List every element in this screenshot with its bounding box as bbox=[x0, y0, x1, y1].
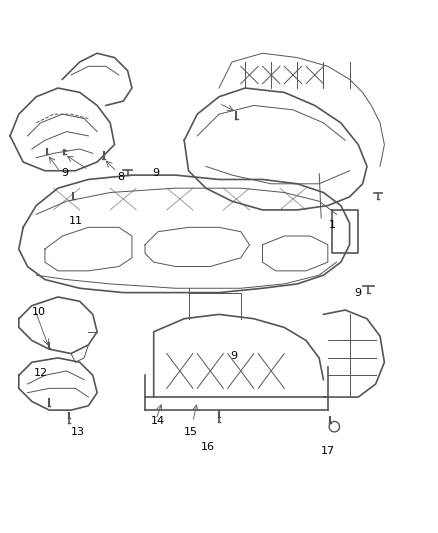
Text: 9: 9 bbox=[152, 168, 159, 178]
Text: 14: 14 bbox=[151, 416, 165, 426]
Text: 1: 1 bbox=[328, 220, 336, 230]
Text: 13: 13 bbox=[71, 427, 85, 437]
Text: 12: 12 bbox=[33, 368, 48, 378]
Text: 9: 9 bbox=[355, 288, 362, 297]
Text: 11: 11 bbox=[68, 216, 82, 226]
Text: 16: 16 bbox=[201, 442, 215, 452]
Text: 8: 8 bbox=[117, 172, 125, 182]
Text: 15: 15 bbox=[184, 427, 198, 437]
Text: 9: 9 bbox=[61, 168, 68, 178]
Text: 17: 17 bbox=[321, 447, 335, 456]
Text: 9: 9 bbox=[231, 351, 238, 361]
Text: 10: 10 bbox=[32, 307, 46, 317]
